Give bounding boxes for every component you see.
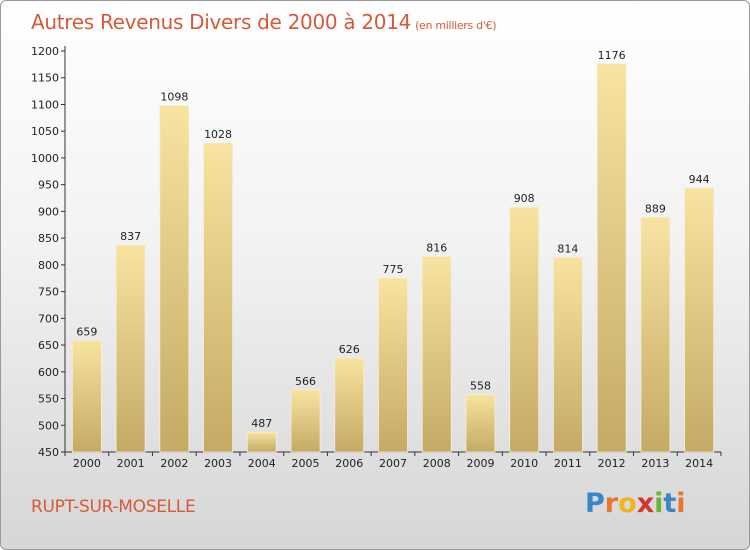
bar — [421, 255, 452, 453]
y-tick-label: 1100 — [31, 98, 59, 111]
bar — [465, 393, 496, 453]
bar-value-label: 889 — [645, 202, 666, 215]
city-name: RUPT-SUR-MOSELLE — [31, 497, 196, 517]
x-tick-label: 2003 — [204, 457, 232, 470]
y-tick-label: 750 — [38, 286, 59, 299]
x-tick-label: 2014 — [685, 457, 713, 470]
bar-value-label: 558 — [470, 379, 491, 392]
bar — [596, 63, 627, 453]
bar-value-label: 1028 — [204, 128, 232, 141]
bar — [640, 216, 671, 453]
x-tick-label: 2002 — [160, 457, 188, 470]
x-tick-label: 2007 — [379, 457, 407, 470]
logo-letter: P — [585, 488, 605, 519]
bar-value-label: 944 — [689, 173, 710, 186]
bar-value-label: 487 — [251, 417, 272, 430]
y-tick-label: 1050 — [31, 125, 59, 138]
bar-value-label: 1098 — [160, 91, 188, 104]
x-tick-label: 2012 — [598, 457, 626, 470]
bar-value-label: 1176 — [598, 49, 626, 62]
chart-title: Autres Revenus Divers de 2000 à 2014 (en … — [31, 10, 497, 34]
bar — [159, 105, 190, 453]
x-tick-label: 2004 — [248, 457, 276, 470]
bar-value-label: 626 — [339, 343, 360, 356]
proxiti-logo: Proxiti — [585, 488, 686, 519]
x-tick-label: 2000 — [73, 457, 101, 470]
logo-letter: x — [636, 488, 655, 519]
chart-title-text: Autres Revenus Divers de 2000 à 2014 — [31, 10, 412, 34]
y-tick-label: 850 — [38, 232, 59, 245]
bar-value-label: 566 — [295, 375, 316, 388]
x-tick-label: 2013 — [641, 457, 669, 470]
bar — [203, 142, 233, 453]
bar — [115, 244, 146, 453]
y-tick-label: 650 — [38, 339, 59, 352]
logo-letter: r — [604, 488, 619, 519]
logo-letter: o — [618, 488, 637, 519]
chart-subtitle: (en milliers d'€) — [415, 19, 497, 32]
y-tick-label: 1000 — [31, 152, 59, 165]
bar-value-label: 814 — [557, 242, 578, 255]
y-tick-label: 550 — [38, 393, 59, 406]
y-tick-label: 900 — [38, 205, 59, 218]
bar-value-label: 775 — [383, 263, 404, 276]
logo-letter: t — [663, 488, 677, 519]
y-tick-label: 950 — [38, 179, 59, 192]
y-tick-label: 600 — [38, 366, 59, 379]
bar-value-label: 837 — [120, 230, 141, 243]
bar — [378, 277, 408, 453]
bar-value-label: 908 — [514, 192, 535, 205]
x-tick-label: 2005 — [292, 457, 320, 470]
y-tick-label: 700 — [38, 312, 59, 325]
logo-letter: i — [654, 488, 664, 519]
bar-value-label: 816 — [426, 241, 447, 254]
logo-letter: i — [676, 488, 686, 519]
bar — [71, 339, 102, 453]
bar — [684, 187, 715, 453]
bar-value-label: 659 — [76, 325, 97, 338]
x-tick-label: 2011 — [554, 457, 582, 470]
bar — [553, 256, 583, 453]
y-tick-label: 1150 — [31, 72, 59, 85]
bar — [509, 206, 540, 453]
y-tick-label: 450 — [38, 446, 59, 459]
y-tick-label: 500 — [38, 419, 59, 432]
bar — [246, 431, 277, 453]
x-tick-label: 2010 — [510, 457, 538, 470]
bar — [290, 389, 321, 453]
y-tick-label: 800 — [38, 259, 59, 272]
x-tick-label: 2009 — [466, 457, 494, 470]
y-tick-label: 1200 — [31, 45, 59, 58]
bar — [334, 357, 365, 453]
x-tick-label: 2008 — [423, 457, 451, 470]
x-tick-label: 2001 — [117, 457, 145, 470]
x-tick-label: 2006 — [335, 457, 363, 470]
